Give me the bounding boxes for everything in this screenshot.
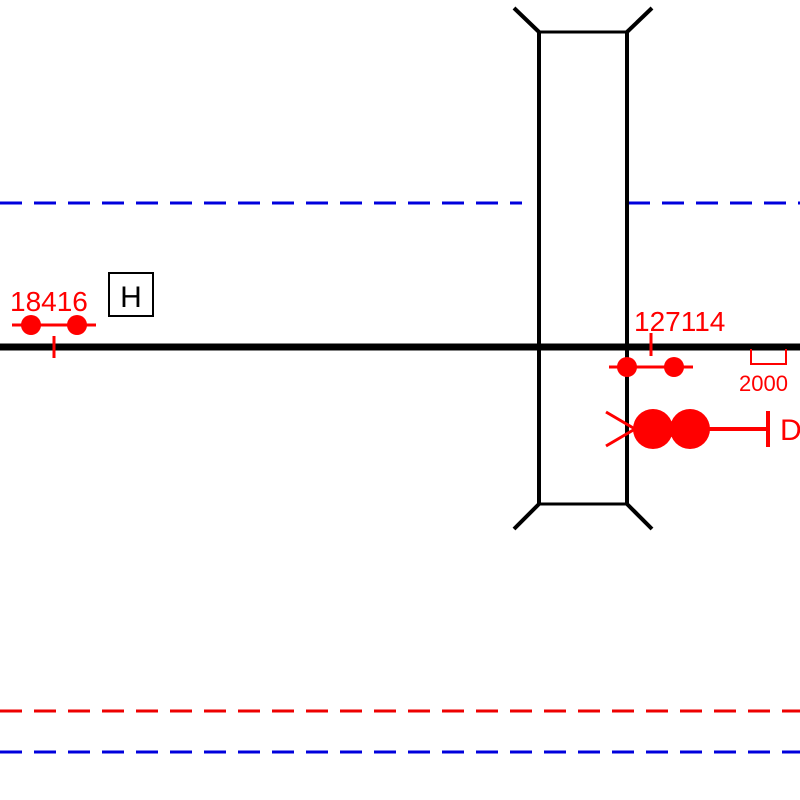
main-signal[interactable]: D xyxy=(605,409,800,449)
signal-left-lamp-2 xyxy=(67,315,87,335)
signal-right-lamp-1 xyxy=(617,357,637,377)
signal-right-id-label: 127114 xyxy=(634,306,725,337)
main-signal-lamp-2 xyxy=(670,409,710,449)
speed-marker-value: 2000 xyxy=(739,371,788,396)
h-board-label: H xyxy=(120,281,142,314)
h-board-sign: H xyxy=(108,272,154,317)
speed-marker: 2000 xyxy=(739,349,788,396)
signal-right[interactable]: 127114 xyxy=(609,306,725,377)
bridge-structure xyxy=(512,6,654,531)
main-signal-direction-arrow-lower xyxy=(605,427,636,448)
main-signal-direction-arrow-upper xyxy=(605,410,636,431)
main-signal-lamp-1 xyxy=(633,409,673,449)
signal-right-lamp-2 xyxy=(664,357,684,377)
signal-left-id-label: 18416 xyxy=(10,286,88,317)
main-signal-suffix-label: D xyxy=(780,414,800,447)
signal-left[interactable]: 18416 xyxy=(10,286,96,358)
signal-left-lamp-1 xyxy=(21,315,41,335)
